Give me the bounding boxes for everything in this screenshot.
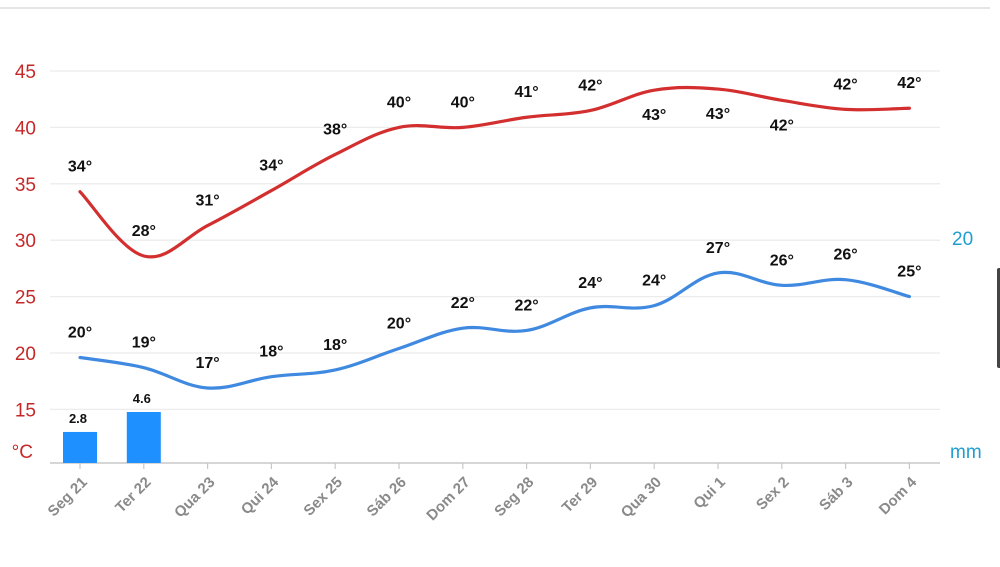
y-axis-right: 20 mm — [950, 229, 982, 463]
data-label-min: 20° — [387, 315, 411, 332]
precipitation-bar — [126, 412, 161, 463]
x-tick-label: Sex 25 — [300, 474, 346, 520]
data-labels: 2.8 4.6 34° 28° 31° 34° 38° 40° 40° 41° 42° 43° 43° 4… — [68, 75, 922, 426]
x-tick-label: Qua 30 — [618, 474, 665, 521]
top-divider — [0, 7, 990, 9]
x-tick-label: Seg 21 — [45, 474, 91, 520]
data-label-max: 34° — [259, 158, 283, 175]
x-tick-label: Seg 28 — [491, 474, 537, 520]
data-label-min: 26° — [833, 247, 857, 264]
y-right-tick-label: 20 — [952, 229, 973, 250]
data-label-max: 42° — [897, 75, 921, 92]
y-tick-label-15: 15 — [15, 400, 36, 421]
temperature-lines — [78, 85, 911, 390]
grid-lines — [50, 70, 940, 464]
data-label-min: 17° — [195, 355, 219, 372]
data-label-max: 42° — [578, 77, 602, 94]
data-label-max: 38° — [323, 121, 347, 138]
precipitation-label: 2.8 — [69, 411, 87, 426]
x-tick-label: Sáb 26 — [364, 474, 410, 520]
data-label-max: 31° — [195, 193, 219, 210]
x-tick-label: Qua 23 — [171, 474, 218, 521]
data-label-max: 41° — [514, 84, 538, 101]
x-tick-label: Qui 1 — [690, 474, 729, 513]
data-label-min: 20° — [68, 325, 92, 342]
precipitation-bar — [63, 431, 97, 463]
y-tick-label-45: 45 — [15, 62, 36, 83]
data-label-min: 22° — [451, 295, 475, 312]
y-axis-left: 45 40 35 30 25 20 15 °C — [12, 62, 36, 463]
y-tick-label-40: 40 — [15, 118, 36, 139]
data-label-min: 22° — [514, 297, 538, 314]
x-tick-label: Qui 24 — [238, 473, 283, 518]
x-axis: Seg 21 Ter 22 Qua 23 Qui 24 Sex 25 Sáb 26 Dom … — [45, 463, 921, 524]
data-label-max: 34° — [68, 159, 92, 176]
y-axis-unit-celsius: °C — [12, 442, 33, 463]
data-label-min: 26° — [770, 252, 794, 269]
x-tick-label: Sex 2 — [753, 474, 793, 514]
x-tick-label: Dom 27 — [423, 474, 473, 524]
data-label-max: 43° — [642, 107, 666, 124]
series-line-max — [78, 85, 911, 259]
y-tick-label-35: 35 — [15, 175, 36, 196]
data-label-min: 27° — [706, 240, 730, 257]
data-label-max: 42° — [770, 117, 794, 134]
y-axis-unit-mm: mm — [950, 442, 982, 463]
y-tick-label-20: 20 — [15, 344, 36, 365]
data-label-min: 25° — [897, 264, 921, 281]
data-label-max: 43° — [706, 106, 730, 123]
x-tick-label: Ter 29 — [559, 474, 601, 516]
data-label-max: 28° — [132, 223, 156, 240]
data-label-min: 18° — [259, 344, 283, 361]
data-label-min: 18° — [323, 337, 347, 354]
data-label-max: 40° — [451, 94, 475, 111]
data-label-min: 24° — [578, 275, 602, 292]
data-label-max: 40° — [387, 94, 411, 111]
data-label-min: 24° — [642, 273, 666, 290]
x-tick-label: Dom 4 — [876, 473, 921, 518]
precipitation-bars — [63, 412, 161, 463]
data-label-min: 19° — [132, 335, 156, 352]
series-line-min — [78, 270, 911, 390]
scroll-handle[interactable] — [997, 268, 1000, 368]
x-tick-label: Sáb 3 — [816, 474, 856, 514]
x-tick-label: Ter 22 — [112, 474, 154, 516]
data-label-max: 42° — [833, 76, 857, 93]
y-tick-label-25: 25 — [15, 288, 36, 309]
y-tick-label-30: 30 — [15, 231, 36, 252]
precipitation-label: 4.6 — [133, 391, 151, 406]
